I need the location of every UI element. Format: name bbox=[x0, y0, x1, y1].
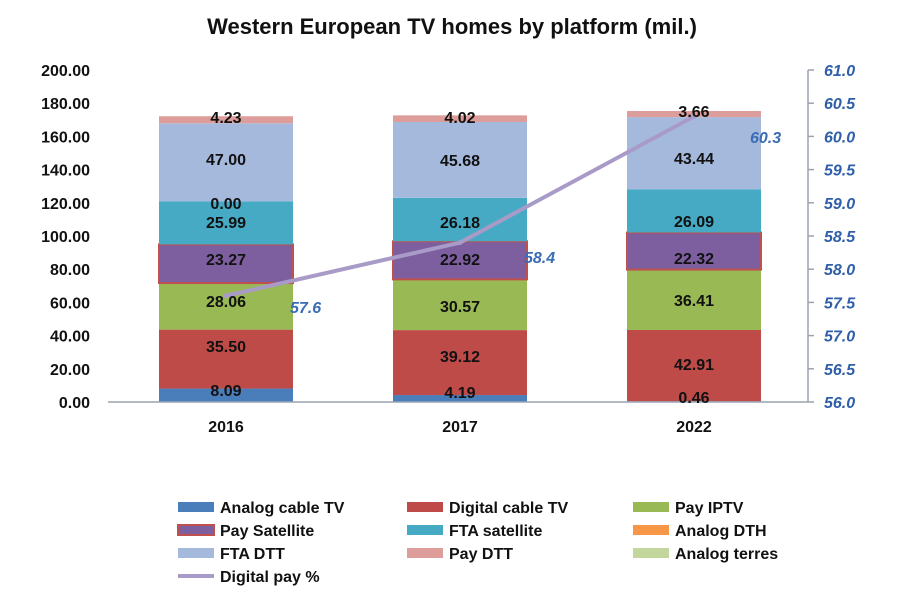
bar-segment-pay-iptv bbox=[627, 269, 761, 331]
legend-label: Analog terres bbox=[675, 546, 778, 563]
y-left-tick-label: 120.00 bbox=[41, 196, 90, 213]
data-label-digital-cable-tv: 42.91 bbox=[674, 357, 714, 374]
data-label-pay-iptv: 36.41 bbox=[674, 293, 714, 310]
bar-segment-pay-dtt bbox=[159, 116, 293, 124]
bar-segment-pay-satellite bbox=[626, 231, 762, 271]
bar-segment-digital-cable-tv bbox=[393, 330, 527, 396]
data-label-digital-cable-tv: 39.12 bbox=[440, 349, 480, 366]
data-label-pay-dtt: 4.23 bbox=[210, 110, 241, 127]
y-right-tick-label: 56.0 bbox=[824, 395, 855, 412]
y-left-tick-label: 60.00 bbox=[50, 295, 90, 312]
legend-label: Pay IPTV bbox=[675, 500, 744, 517]
legend-swatch bbox=[177, 524, 215, 536]
y-right-tick-label: 60.0 bbox=[824, 129, 855, 146]
y-right-tick-label: 56.5 bbox=[824, 362, 856, 379]
y-left-tick-label: 20.00 bbox=[50, 362, 90, 379]
legend-swatch bbox=[178, 548, 214, 558]
data-label-fta-dtt: 45.68 bbox=[440, 153, 480, 170]
line-data-label: 60.3 bbox=[750, 130, 781, 147]
bar-segment-pay-dtt bbox=[393, 115, 527, 123]
bar-segment-fta-dtt bbox=[159, 123, 293, 202]
legend-label: FTA satellite bbox=[449, 523, 542, 540]
legend-swatch bbox=[407, 525, 443, 535]
data-label-fta-dtt: 47.00 bbox=[206, 152, 246, 169]
legend-label: FTA DTT bbox=[220, 546, 285, 563]
bar-segment-analog-cable-tv bbox=[159, 388, 293, 402]
bar-segment-fta-dtt bbox=[627, 117, 761, 190]
chart-title: Western European TV homes by platform (m… bbox=[207, 14, 697, 39]
y-right-tick-label: 61.0 bbox=[824, 63, 855, 80]
line-data-label: 57.6 bbox=[290, 300, 321, 317]
bar-segment-pay-satellite bbox=[158, 243, 294, 285]
y-left-tick-label: 40.00 bbox=[50, 329, 90, 346]
legend-swatch bbox=[407, 502, 443, 512]
data-label-analog-dth: 0.00 bbox=[210, 196, 241, 213]
data-label-pay-iptv: 30.57 bbox=[440, 299, 480, 316]
bar-segment-analog-cable-tv bbox=[393, 395, 527, 402]
bar-segment-fta-satellite bbox=[159, 201, 293, 245]
x-category-label: 2016 bbox=[208, 419, 244, 436]
y-left-tick-label: 200.00 bbox=[41, 63, 90, 80]
legend-swatch bbox=[407, 548, 443, 558]
data-label-analog-cable-tv: 4.19 bbox=[444, 385, 475, 402]
bar-segment-fta-satellite bbox=[627, 189, 761, 233]
bar-segment-digital-cable-tv bbox=[627, 330, 761, 402]
x-category-label: 2017 bbox=[442, 419, 478, 436]
y-right-tick-label: 60.5 bbox=[824, 96, 856, 113]
data-label-fta-satellite: 26.18 bbox=[440, 215, 480, 232]
y-left-tick-label: 160.00 bbox=[41, 129, 90, 146]
data-label-fta-satellite: 25.99 bbox=[206, 215, 246, 232]
y-right-tick-label: 58.0 bbox=[824, 262, 855, 279]
y-left-tick-label: 140.00 bbox=[41, 163, 90, 180]
bar-segment-fta-dtt bbox=[393, 122, 527, 198]
y-right-tick-label: 57.5 bbox=[824, 295, 856, 312]
data-label-analog-cable-tv: 8.09 bbox=[210, 383, 241, 400]
data-label-pay-satellite: 22.32 bbox=[674, 251, 714, 268]
y-right-tick-label: 59.0 bbox=[824, 196, 855, 213]
data-label-analog-cable-tv: 0.46 bbox=[678, 390, 709, 407]
data-label-fta-dtt: 43.44 bbox=[674, 151, 714, 168]
legend-swatch bbox=[633, 502, 669, 512]
y-right-tick-label: 58.5 bbox=[824, 229, 856, 246]
data-label-pay-satellite: 23.27 bbox=[206, 252, 246, 269]
legend-swatch bbox=[633, 525, 669, 535]
legend-label: Analog DTH bbox=[675, 523, 767, 540]
y-left-tick-label: 100.00 bbox=[41, 229, 90, 246]
line-point bbox=[691, 113, 697, 119]
x-category-label: 2022 bbox=[676, 419, 712, 436]
data-label-pay-iptv: 28.06 bbox=[206, 294, 246, 311]
legend-swatch bbox=[633, 548, 669, 558]
bar-segment-digital-cable-tv bbox=[159, 329, 293, 389]
data-label-pay-dtt: 4.02 bbox=[444, 110, 475, 127]
bar-segment-pay-satellite bbox=[392, 240, 528, 281]
data-label-fta-satellite: 26.09 bbox=[674, 214, 714, 231]
line-data-label: 58.4 bbox=[524, 250, 555, 267]
y-left-tick-label: 80.00 bbox=[50, 262, 90, 279]
line-point bbox=[457, 240, 463, 246]
legend-swatch bbox=[178, 502, 214, 512]
legend-label: Digital pay % bbox=[220, 569, 320, 586]
y-right-tick-label: 59.5 bbox=[824, 163, 856, 180]
legend-label: Digital cable TV bbox=[449, 500, 568, 517]
bar-segment-pay-iptv bbox=[393, 279, 527, 331]
legend-label: Analog cable TV bbox=[220, 500, 345, 517]
data-label-pay-satellite: 22.92 bbox=[440, 252, 480, 269]
y-right-tick-label: 57.0 bbox=[824, 329, 855, 346]
line-point bbox=[223, 293, 229, 299]
y-left-tick-label: 0.00 bbox=[59, 395, 90, 412]
data-label-digital-cable-tv: 35.50 bbox=[206, 339, 246, 356]
legend-label: Pay DTT bbox=[449, 546, 513, 563]
bar-segment-pay-iptv bbox=[159, 283, 293, 330]
y-left-tick-label: 180.00 bbox=[41, 96, 90, 113]
data-label-pay-dtt: 3.66 bbox=[678, 104, 709, 121]
legend-label: Pay Satellite bbox=[220, 523, 314, 540]
